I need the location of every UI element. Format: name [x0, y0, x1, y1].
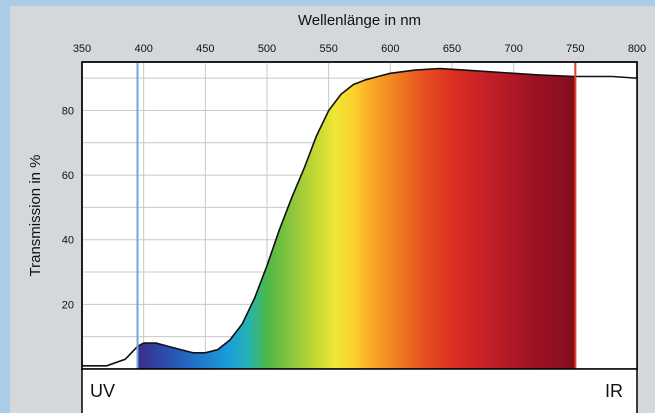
x-tick-label: 450 — [196, 43, 214, 55]
x-tick-label: 650 — [443, 43, 461, 55]
y-axis-title: Transmission in % — [27, 155, 44, 277]
x-axis-title: Wellenlänge in nm — [298, 12, 421, 29]
x-tick-label: 400 — [134, 43, 152, 55]
ir-label: IR — [605, 381, 623, 401]
x-tick-label: 750 — [566, 43, 584, 55]
boundary-markers — [136, 62, 577, 369]
x-tick-label: 500 — [258, 43, 276, 55]
y-tick-labels: 20 40 60 80 — [62, 105, 74, 311]
x-tick-label: 350 — [73, 43, 91, 55]
x-tick-label: 550 — [319, 43, 337, 55]
transmission-curve — [82, 67, 638, 367]
y-tick-label: 40 — [62, 235, 74, 247]
y-tick-label: 60 — [62, 170, 74, 182]
spectrum-area — [82, 68, 637, 369]
x-tick-label: 800 — [628, 43, 646, 55]
x-tick-label: 700 — [504, 43, 522, 55]
y-tick-label: 20 — [62, 299, 74, 311]
y-tick-label: 80 — [62, 105, 74, 117]
x-tick-label: 600 — [381, 43, 399, 55]
region-band — [81, 368, 638, 413]
x-tick-labels: 350 400 450 500 550 600 650 700 750 800 — [73, 43, 646, 55]
uv-label: UV — [90, 381, 115, 401]
